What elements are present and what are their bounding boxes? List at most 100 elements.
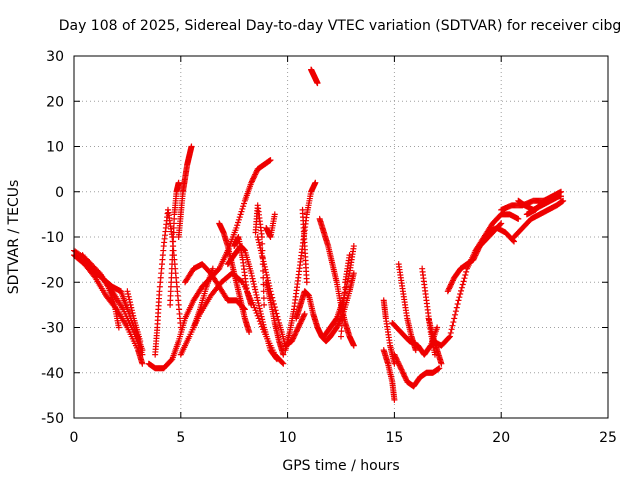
data-point	[291, 332, 298, 339]
data-point	[450, 319, 457, 326]
data-point	[241, 200, 248, 207]
data-point	[235, 216, 242, 223]
data-point	[272, 307, 279, 314]
data-point	[333, 316, 340, 323]
data-point	[401, 372, 408, 379]
data-point	[350, 342, 357, 349]
data-point	[139, 360, 146, 367]
data-point	[449, 277, 456, 284]
data-point	[261, 301, 268, 308]
series-arc-07	[152, 206, 184, 358]
data-point	[255, 302, 262, 309]
data-point	[248, 178, 255, 185]
data-point	[237, 211, 244, 218]
data-point	[497, 221, 504, 228]
data-point	[446, 285, 453, 292]
x-tick-label: 15	[385, 430, 403, 446]
data-point	[273, 356, 280, 363]
series-arc-11	[182, 261, 248, 313]
data-point	[139, 347, 146, 354]
data-point	[340, 295, 347, 302]
data-point	[461, 275, 468, 282]
data-point	[257, 310, 264, 317]
data-point	[447, 282, 454, 289]
data-point	[290, 335, 297, 342]
data-point	[248, 270, 255, 277]
series-arc-34	[429, 220, 505, 349]
data-point	[293, 328, 300, 335]
x-tick-label: 10	[279, 430, 297, 446]
series-arc-31	[395, 261, 419, 354]
data-point	[257, 244, 264, 251]
data-point	[299, 314, 306, 321]
data-point	[449, 322, 456, 329]
data-point	[251, 172, 258, 179]
data-point	[340, 306, 347, 313]
data-point	[339, 311, 346, 318]
data-point	[455, 297, 462, 304]
data-point	[471, 253, 478, 260]
data-point	[253, 168, 260, 175]
data-point	[436, 365, 443, 372]
data-point	[402, 376, 409, 383]
data-point	[257, 308, 264, 315]
data-point	[248, 272, 255, 279]
data-point	[451, 315, 458, 322]
data-point	[340, 300, 347, 307]
data-point	[515, 215, 522, 222]
data-point	[250, 174, 257, 181]
data-point	[115, 324, 122, 331]
data-point	[248, 301, 255, 308]
data-point	[253, 310, 260, 317]
data-point	[251, 283, 258, 290]
data-point	[299, 316, 306, 323]
data-point	[293, 327, 300, 334]
data-point	[240, 203, 247, 210]
data-point	[252, 170, 259, 177]
y-tick-label: -50	[41, 411, 64, 427]
x-tick-label: 0	[70, 430, 79, 446]
data-point	[129, 310, 136, 317]
data-point	[260, 258, 267, 265]
series-arc-40	[515, 193, 562, 213]
data-point	[295, 324, 302, 331]
data-point	[448, 281, 455, 288]
axis-ticks: 0 5 10 15 20 25 -50 -40 -30 -20 -10 0 10 20 30	[41, 49, 617, 446]
data-point	[448, 326, 455, 333]
data-point	[459, 281, 466, 288]
data-point	[261, 263, 268, 270]
data-point	[259, 316, 266, 323]
data-point	[398, 366, 405, 373]
data-point	[254, 234, 261, 240]
data-point	[350, 243, 357, 250]
data-point	[250, 175, 257, 182]
data-point	[338, 328, 345, 335]
y-tick-label: -30	[41, 321, 64, 337]
data-point	[250, 281, 257, 288]
data-point	[252, 286, 259, 293]
data-point	[456, 294, 463, 301]
data-point	[126, 296, 133, 303]
data-point	[445, 286, 452, 293]
data-point	[427, 343, 434, 350]
data-point	[253, 291, 260, 298]
data-point	[238, 208, 245, 215]
data-point	[392, 353, 399, 360]
data-point	[448, 280, 455, 287]
data-point	[298, 317, 305, 324]
data-point	[452, 311, 459, 318]
series-arc-20	[282, 179, 319, 354]
data-point	[249, 176, 256, 183]
data-point	[460, 278, 467, 285]
data-point	[401, 373, 408, 380]
data-point	[391, 351, 398, 358]
data-point	[234, 222, 241, 229]
data-point	[510, 237, 517, 244]
y-tick-label: -40	[41, 366, 64, 382]
data-point	[125, 291, 132, 298]
data-point	[104, 282, 111, 289]
data-point	[128, 307, 135, 314]
data-point	[449, 278, 456, 285]
data-point	[254, 312, 261, 319]
data-point	[402, 374, 409, 381]
